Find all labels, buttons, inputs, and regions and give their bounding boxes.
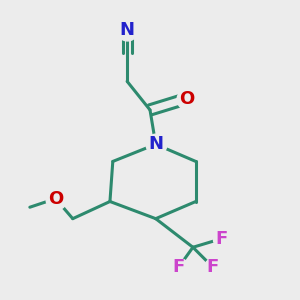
Text: N: N xyxy=(120,21,135,39)
Text: methoxy: methoxy xyxy=(30,202,36,203)
Text: F: F xyxy=(215,230,228,248)
Text: methoxy: methoxy xyxy=(27,203,33,204)
Text: O: O xyxy=(48,190,63,208)
Text: F: F xyxy=(207,258,219,276)
Text: N: N xyxy=(148,135,163,153)
Text: F: F xyxy=(172,258,185,276)
Text: O: O xyxy=(180,89,195,107)
